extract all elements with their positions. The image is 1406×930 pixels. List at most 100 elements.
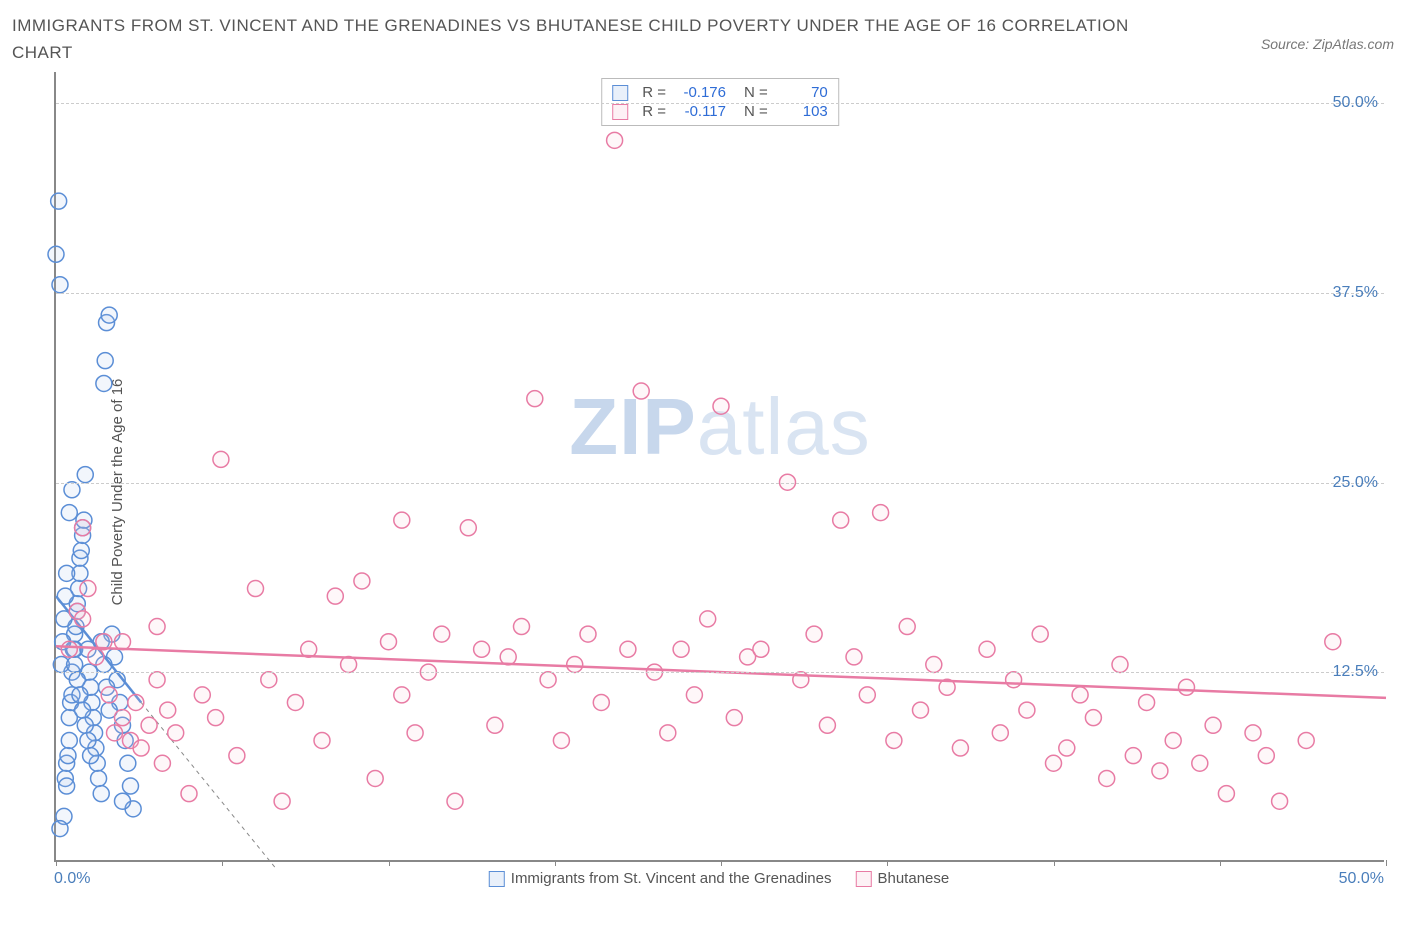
data-point [514, 619, 530, 635]
x-tick-mark [56, 860, 57, 866]
scatter-svg [56, 72, 1384, 860]
data-point [154, 756, 170, 772]
data-point [73, 543, 89, 559]
data-point [580, 626, 596, 642]
data-point [1085, 710, 1101, 726]
data-point [314, 733, 330, 749]
data-point [261, 672, 277, 688]
data-point [149, 672, 165, 688]
data-point [553, 733, 569, 749]
data-point [115, 794, 131, 810]
data-point [77, 718, 93, 734]
data-point [899, 619, 915, 635]
data-point [327, 589, 343, 605]
data-point [1218, 786, 1234, 802]
data-point [660, 725, 676, 741]
legend-swatch [489, 871, 505, 887]
data-point [64, 482, 80, 498]
data-point [620, 642, 636, 658]
data-point [287, 695, 303, 711]
data-point [149, 619, 165, 635]
source-label: Source: ZipAtlas.com [1261, 36, 1394, 52]
data-point [1019, 702, 1035, 718]
data-point [833, 513, 849, 529]
data-point [274, 794, 290, 810]
data-point [593, 695, 609, 711]
chart-container: Child Poverty Under the Age of 16 ZIPatl… [12, 72, 1394, 912]
stat-r-label: R = [642, 84, 666, 101]
data-point [168, 725, 184, 741]
data-point [48, 247, 64, 263]
data-point [72, 687, 88, 703]
y-tick-label: 12.5% [1333, 663, 1378, 681]
stat-n-label: N = [744, 84, 768, 101]
x-tick-mark [555, 860, 556, 866]
data-point [115, 710, 131, 726]
data-point [1112, 657, 1128, 673]
data-point [726, 710, 742, 726]
data-point [77, 467, 93, 483]
data-point [1152, 763, 1168, 779]
data-point [873, 505, 889, 521]
x-max-label: 50.0% [1339, 870, 1384, 888]
legend-label: Immigrants from St. Vincent and the Gren… [511, 870, 832, 887]
chart-header: IMMIGRANTS FROM ST. VINCENT AND THE GREN… [12, 12, 1394, 66]
data-point [460, 520, 476, 536]
data-point [59, 778, 75, 794]
data-point [354, 573, 370, 589]
data-point [61, 642, 77, 658]
data-point [1258, 748, 1274, 764]
data-point [1272, 794, 1288, 810]
data-point [1139, 695, 1155, 711]
data-point [926, 657, 942, 673]
data-point [208, 710, 224, 726]
data-point [1046, 756, 1062, 772]
data-point [633, 383, 649, 399]
chart-title: IMMIGRANTS FROM ST. VINCENT AND THE GREN… [12, 12, 1162, 66]
data-point [122, 778, 138, 794]
data-point [859, 687, 875, 703]
data-point [69, 672, 85, 688]
data-point [407, 725, 423, 741]
data-point [540, 672, 556, 688]
data-point [93, 786, 109, 802]
data-point [60, 748, 76, 764]
gridline [56, 672, 1384, 673]
data-point [913, 702, 929, 718]
data-point [1179, 680, 1195, 696]
data-point [101, 307, 117, 323]
stat-n-value: 103 [776, 103, 828, 120]
data-point [753, 642, 769, 658]
data-point [213, 452, 229, 468]
data-point [1125, 748, 1141, 764]
trend-extrapolation [141, 703, 277, 870]
data-point [1099, 771, 1115, 787]
data-point [713, 399, 729, 415]
data-point [128, 695, 144, 711]
data-point [52, 277, 68, 293]
data-point [607, 133, 623, 149]
stat-r-value: -0.176 [674, 84, 726, 101]
legend-swatch [612, 85, 628, 101]
data-point [1325, 634, 1341, 650]
data-point [1245, 725, 1261, 741]
data-point [1032, 626, 1048, 642]
data-point [88, 649, 104, 665]
data-point [487, 718, 503, 734]
data-point [141, 718, 157, 734]
bottom-legend: Immigrants from St. Vincent and the Gren… [489, 870, 949, 887]
data-point [846, 649, 862, 665]
stat-row: R =-0.176N =70 [612, 83, 828, 102]
gridline [56, 293, 1384, 294]
y-tick-label: 50.0% [1333, 94, 1378, 112]
data-point [229, 748, 245, 764]
data-point [381, 634, 397, 650]
x-axis-area: 0.0% Immigrants from St. Vincent and the… [54, 870, 1384, 910]
data-point [59, 566, 75, 582]
data-point [80, 581, 96, 597]
data-point [181, 786, 197, 802]
data-point [160, 702, 176, 718]
data-point [61, 505, 77, 521]
x-tick-mark [1054, 860, 1055, 866]
data-point [1192, 756, 1208, 772]
